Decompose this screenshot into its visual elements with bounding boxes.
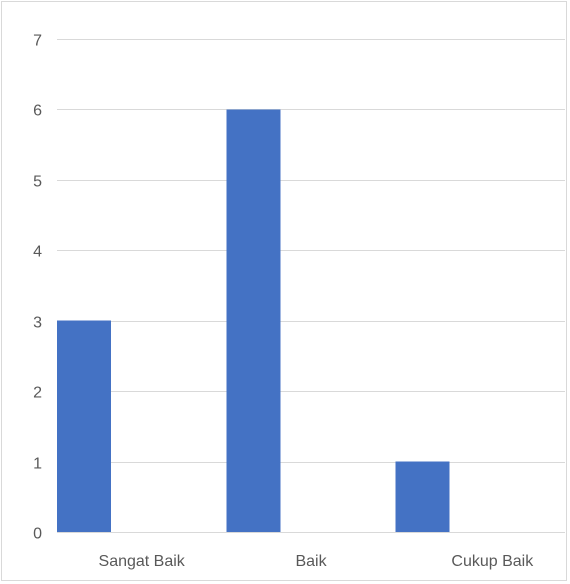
y-tick-label: 2: [33, 385, 42, 402]
y-tick-label: 6: [33, 103, 42, 120]
y-tick-label: 7: [33, 33, 42, 50]
x-axis-tick-labels: Sangat Baik Baik Cukup Baik: [99, 553, 535, 570]
x-tick-label: Sangat Baik: [99, 553, 186, 570]
y-axis-tick-labels: 0 1 2 3 4 5 6 7: [33, 33, 42, 543]
y-tick-label: 4: [33, 244, 42, 261]
x-tick-label: Cukup Baik: [451, 553, 534, 570]
y-tick-label: 0: [33, 526, 42, 543]
y-tick-label: 5: [33, 174, 42, 191]
bar: [226, 109, 281, 532]
bar: [395, 461, 450, 532]
bar: [57, 320, 111, 532]
y-tick-label: 3: [33, 315, 42, 332]
bars: [57, 109, 450, 532]
x-tick-label: Baik: [295, 553, 327, 570]
y-tick-label: 1: [33, 456, 42, 473]
gridlines: [57, 39, 565, 533]
